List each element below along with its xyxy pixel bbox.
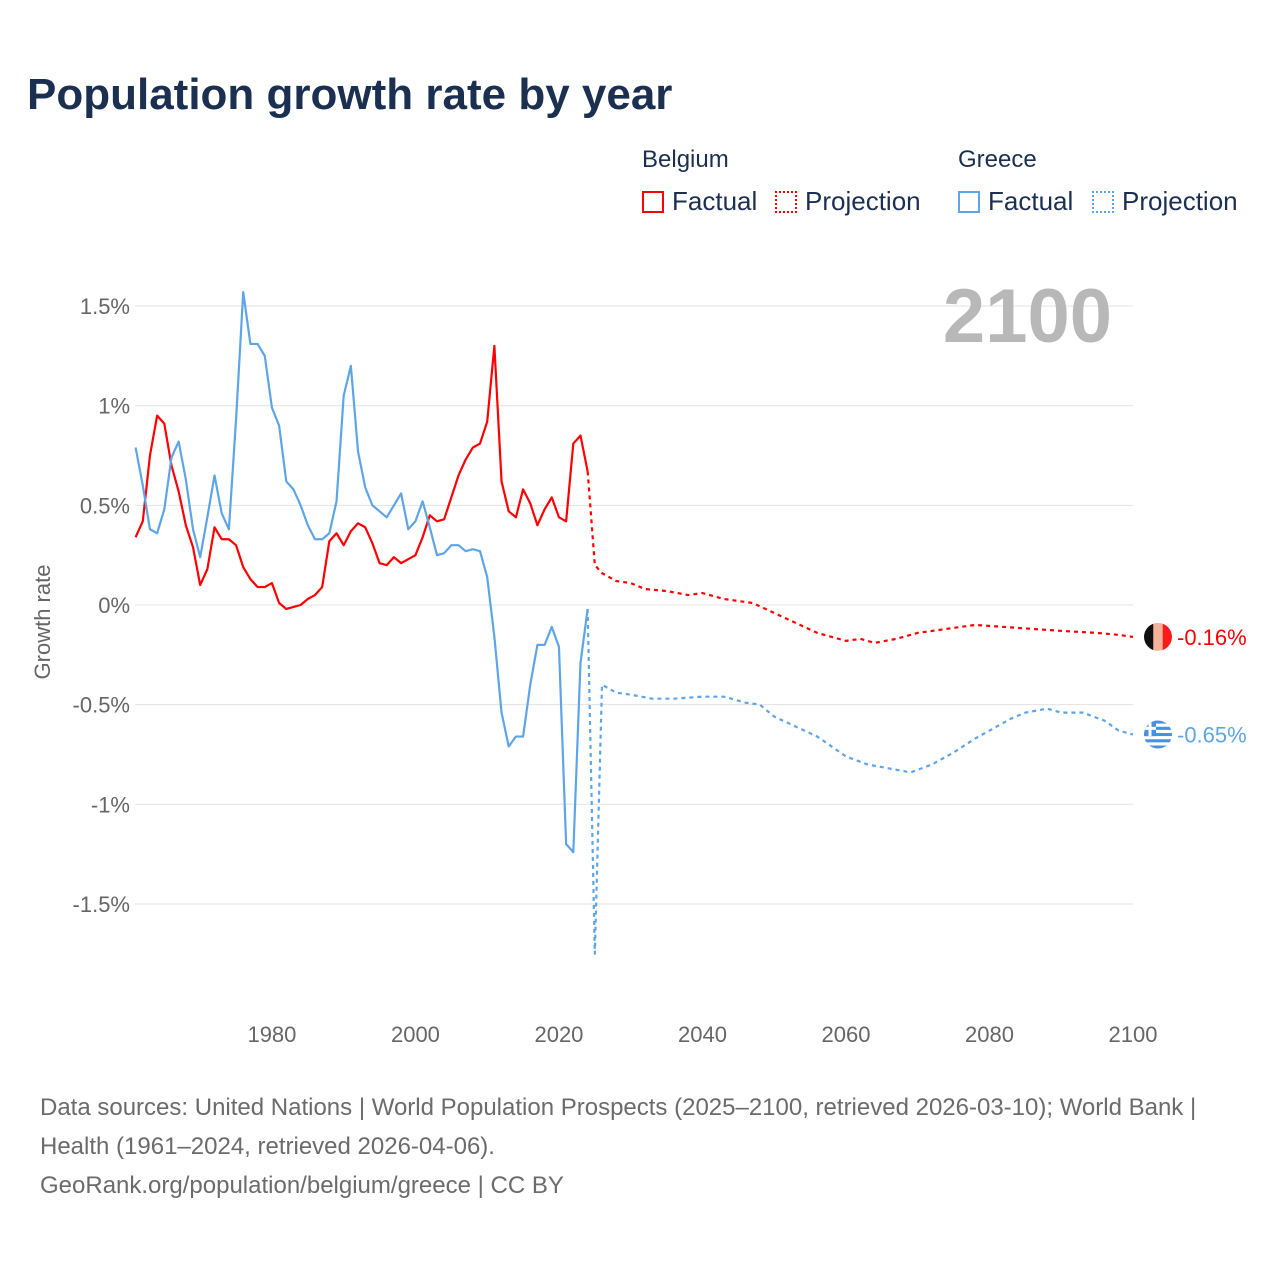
x-tick-label: 2040 [678, 1022, 727, 1047]
y-axis-label: Growth rate [30, 565, 55, 680]
legend-greece-factual[interactable]: Factual [958, 186, 1073, 217]
y-tick-label: 0% [98, 593, 130, 618]
legend-belgium-title: Belgium [642, 146, 729, 173]
legend-belgium-projection[interactable]: Projection [775, 186, 921, 217]
legend-swatch-dotted [1092, 190, 1114, 213]
x-tick-label: 2060 [822, 1022, 871, 1047]
y-tick-label: 1.5% [80, 294, 130, 319]
legend-label: Projection [805, 186, 921, 216]
end-label-greece: -0.65% [1177, 723, 1247, 748]
legend-swatch-solid [958, 190, 980, 213]
legend-label: Projection [1122, 186, 1238, 216]
legend-swatch-solid [642, 190, 664, 213]
series-line-greece-factual [134, 290, 589, 854]
y-tick-label: -1.5% [73, 892, 130, 917]
footer: Data sources: United Nations | World Pop… [40, 1088, 1240, 1205]
legend-greece-title: Greece [958, 146, 1037, 173]
belgium-flag-icon [1144, 622, 1172, 651]
end-label-belgium: -0.16% [1177, 625, 1247, 650]
x-tick-label: 2080 [965, 1022, 1014, 1047]
plot-area: 1.5% 1% 0.5% 0% -0.5% -1% -1.5% 1980 2000 2020 204… [30, 274, 1247, 1047]
y-tick-label: 0.5% [80, 493, 130, 518]
greece-flag-icon [1144, 720, 1172, 749]
legend-greece-projection[interactable]: Projection [1092, 186, 1238, 217]
legend-label: Factual [672, 186, 758, 216]
x-tick-label: 2020 [534, 1022, 583, 1047]
x-tick-label: 1980 [247, 1022, 296, 1047]
series-line-belgium-factual [134, 344, 589, 611]
y-tick-label: -0.5% [73, 693, 130, 718]
x-tick-label: 2000 [391, 1022, 440, 1047]
legend-label: Factual [988, 186, 1074, 216]
year-overlay: 2100 [943, 274, 1112, 359]
series-line-greece-projection [586, 608, 1134, 955]
y-tick-label: -1% [91, 792, 130, 817]
chart-title: Population growth rate by year [27, 70, 673, 119]
legend-swatch-dotted [775, 190, 797, 213]
data-sources: Data sources: United Nations | World Pop… [40, 1094, 1197, 1160]
x-tick-label: 2100 [1109, 1022, 1158, 1047]
legend-belgium-factual[interactable]: Factual [642, 186, 757, 217]
credit-link[interactable]: GeoRank.org/population/belgium/greece | … [40, 1172, 564, 1199]
series-line-belgium-projection [586, 471, 1134, 644]
y-tick-label: 1% [98, 394, 130, 419]
